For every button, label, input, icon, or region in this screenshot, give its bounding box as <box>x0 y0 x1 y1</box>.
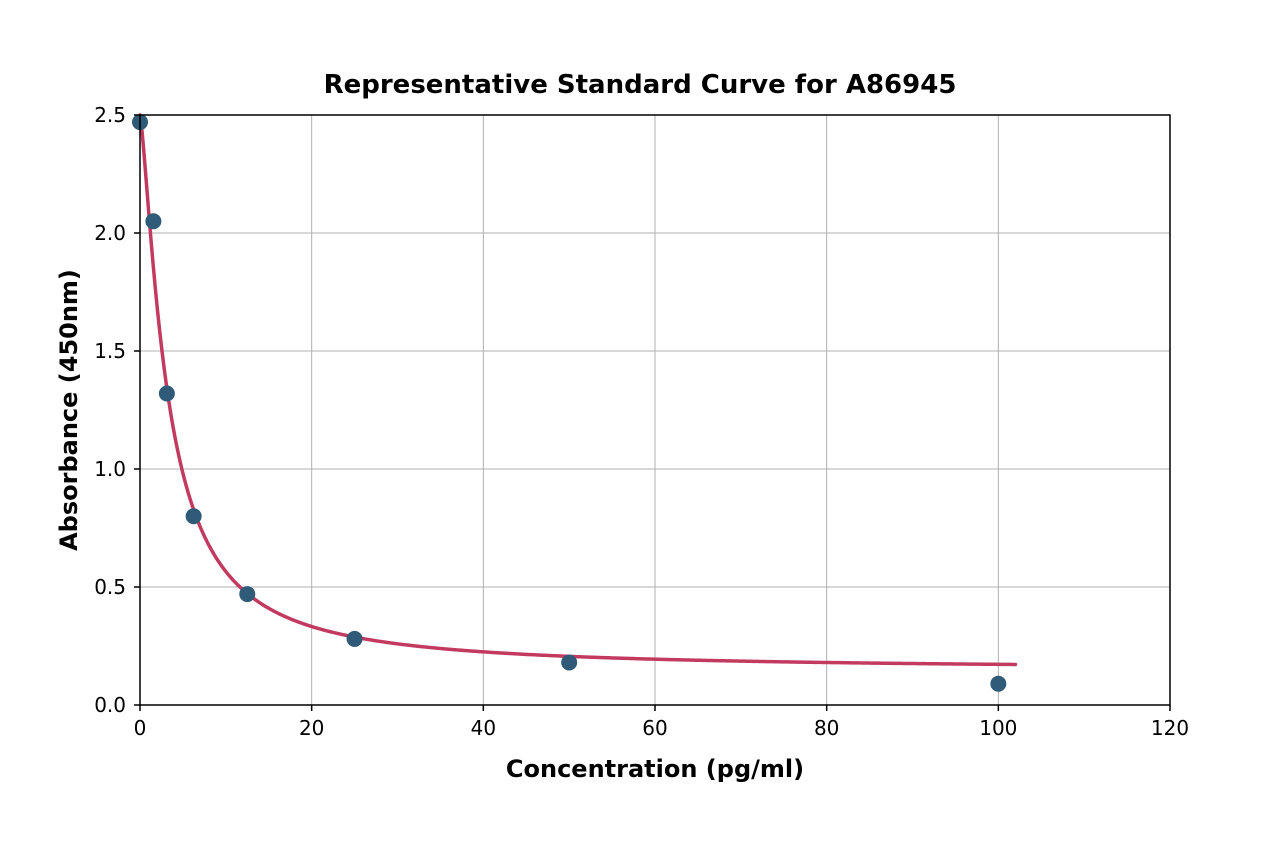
x-tick-label: 0 <box>134 716 147 740</box>
x-tick-label: 40 <box>471 716 496 740</box>
fit-curve <box>140 115 1016 664</box>
y-tick-label: 0.0 <box>94 693 126 717</box>
data-point <box>159 385 175 401</box>
data-point <box>990 676 1006 692</box>
x-tick-label: 100 <box>979 716 1017 740</box>
y-axis-label: Absorbance (450nm) <box>55 115 83 705</box>
x-tick-label: 20 <box>299 716 324 740</box>
y-tick-label: 2.5 <box>94 103 126 127</box>
figure: Representative Standard Curve for A86945… <box>0 0 1280 845</box>
y-tick-label: 2.0 <box>94 221 126 245</box>
data-point <box>347 631 363 647</box>
x-axis-label: Concentration (pg/ml) <box>140 755 1170 783</box>
plot-area: 0 20 40 60 80 100 120 0.0 0.5 1.0 1.5 2.0 2.5 <box>40 15 1270 805</box>
data-point <box>561 655 577 671</box>
y-tick-label: 1.5 <box>94 339 126 363</box>
x-tick-label: 120 <box>1151 716 1189 740</box>
data-point <box>186 508 202 524</box>
y-tick-label: 1.0 <box>94 457 126 481</box>
y-tick-label: 0.5 <box>94 575 126 599</box>
x-tick-label: 80 <box>814 716 839 740</box>
data-point <box>239 586 255 602</box>
x-tick-label: 60 <box>642 716 667 740</box>
data-point <box>145 213 161 229</box>
